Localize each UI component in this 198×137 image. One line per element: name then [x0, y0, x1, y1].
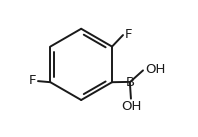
- Text: OH: OH: [121, 100, 141, 113]
- Text: F: F: [124, 28, 132, 41]
- Text: F: F: [29, 74, 37, 87]
- Text: OH: OH: [145, 63, 165, 76]
- Text: B: B: [125, 76, 134, 89]
